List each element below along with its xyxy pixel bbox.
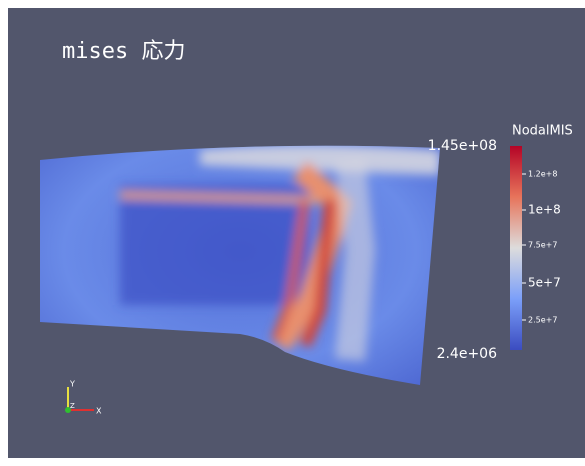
title: mises 応力 <box>62 39 185 64</box>
color-bar-tick-label: 1e+8 <box>528 203 561 217</box>
color-bar <box>510 146 522 350</box>
axes-triad: Y Z X <box>65 380 102 416</box>
axis-label: Z <box>70 402 75 410</box>
color-bar-ticks <box>522 173 526 321</box>
color-bar-min: 2.4e+06 <box>437 346 498 362</box>
color-bar-tick-label: 5e+7 <box>528 276 561 290</box>
axis-label: Y <box>69 380 75 389</box>
color-bar-tick-label: 1.2e+8 <box>528 170 557 179</box>
color-bar-tick-label: 7.5e+7 <box>528 241 557 250</box>
mesh <box>40 145 440 385</box>
color-bar-title: NodalMIS <box>512 124 573 139</box>
color-bar-tick-label: 2.5e+7 <box>528 316 557 325</box>
axis-label: X <box>96 407 102 416</box>
color-bar-max: 1.45e+08 <box>428 138 497 154</box>
